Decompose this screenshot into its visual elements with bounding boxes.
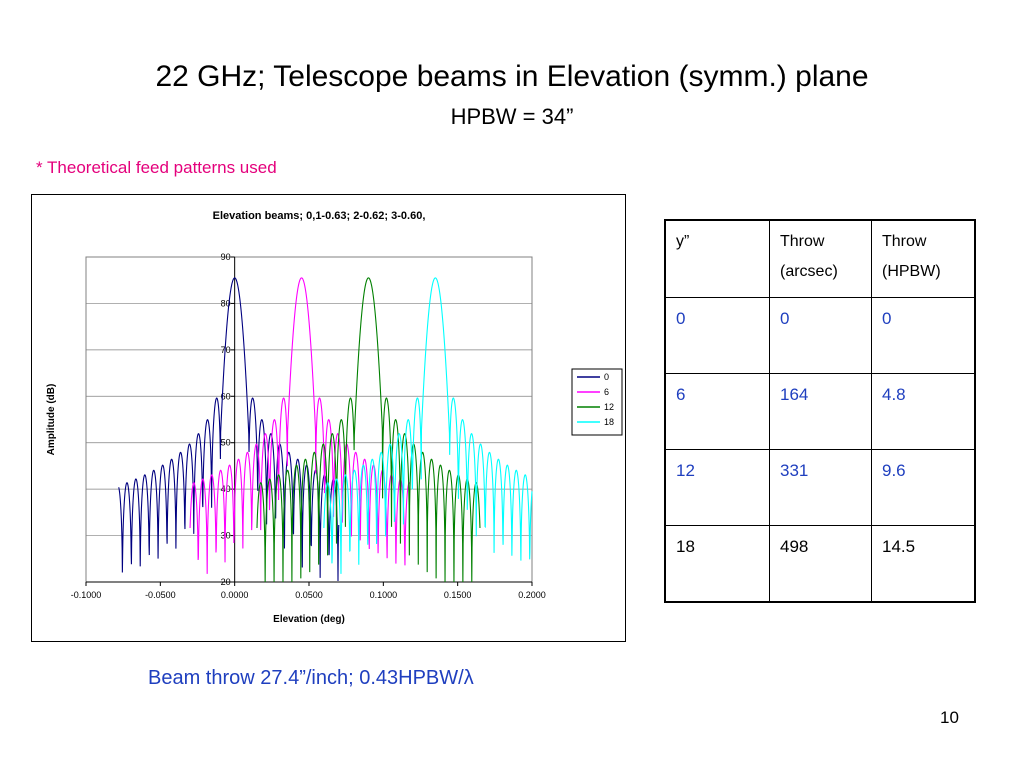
y-tick-label: 70 — [221, 345, 231, 355]
x-axis-label: Elevation (deg) — [273, 614, 345, 625]
y-tick-label: 90 — [221, 252, 231, 262]
x-tick-label: -0.1000 — [71, 590, 102, 600]
legend-label-0: 0 — [604, 372, 609, 382]
table-header-cell: y” — [664, 219, 770, 298]
feed-note: * Theoretical feed patterns used — [36, 158, 277, 177]
y-tick-label: 80 — [221, 298, 231, 308]
table-row: 6 164 4.8 — [664, 373, 976, 450]
header-throw-arcsec-line2: (arcsec) — [780, 263, 838, 280]
series-line-12 — [256, 277, 481, 583]
elevation-beam-chart: Elevation beams; 0,1-0.63; 2-0.62; 3-0.6… — [31, 194, 626, 642]
y-tick-label: 40 — [221, 484, 231, 494]
table-cell: 498 — [769, 525, 872, 603]
slide-subtitle: HPBW = 34” — [450, 104, 574, 129]
x-tick-label: -0.0500 — [145, 590, 176, 600]
y-axis-label: Amplitude (dB) — [46, 384, 57, 456]
x-tick-label: 0.1000 — [370, 590, 398, 600]
table-row: 18 498 14.5 — [664, 525, 976, 603]
table-cell: 0 — [664, 297, 770, 374]
table-cell: 6 — [664, 373, 770, 450]
legend-label-18: 18 — [604, 417, 614, 427]
y-tick-label: 50 — [221, 438, 231, 448]
throw-table: y” Throw (arcsec) Throw (HPBW) 0 0 0 6 1… — [664, 219, 976, 603]
header-throw-hpbw-line2: (HPBW) — [882, 263, 941, 280]
chart-svg: Elevation beams; 0,1-0.63; 2-0.62; 3-0.6… — [46, 210, 623, 625]
x-tick-label: 0.0500 — [295, 590, 323, 600]
series-line-0 — [118, 277, 340, 581]
table-cell: 9.6 — [871, 449, 976, 526]
table-header-cell: Throw (HPBW) — [871, 219, 976, 298]
table-cell: 0 — [769, 297, 872, 374]
x-tick-label: 0.2000 — [518, 590, 546, 600]
table-header-cell: Throw (arcsec) — [769, 219, 872, 298]
table-cell: 12 — [664, 449, 770, 526]
chart-title: Elevation beams; 0,1-0.63; 2-0.62; 3-0.6… — [213, 210, 426, 222]
header-throw-hpbw-line1: Throw — [882, 233, 927, 250]
table-cell: 164 — [769, 373, 872, 450]
plot-area — [85, 256, 533, 583]
x-tick-label: 0.0000 — [221, 590, 249, 600]
legend-box — [571, 368, 623, 436]
y-tick-label: 60 — [221, 391, 231, 401]
table-cell: 4.8 — [871, 373, 976, 450]
table-cell: 331 — [769, 449, 872, 526]
table-row: 0 0 0 — [664, 297, 976, 374]
series-line-18 — [323, 277, 533, 574]
legend-label-12: 12 — [604, 402, 614, 412]
x-tick-label: 0.1500 — [444, 590, 472, 600]
beam-throw-caption: Beam throw 27.4”/inch; 0.43HPBW/λ — [148, 667, 474, 689]
table-header-row: y” Throw (arcsec) Throw (HPBW) — [664, 219, 976, 298]
table-cell: 14.5 — [871, 525, 976, 603]
table-row: 12 331 9.6 — [664, 449, 976, 526]
legend-label-6: 6 — [604, 387, 609, 397]
table-cell: 18 — [664, 525, 770, 603]
header-throw-arcsec-line1: Throw — [780, 233, 825, 250]
header-y: y” — [676, 233, 690, 250]
page-number: 10 — [940, 708, 959, 727]
slide-title: 22 GHz; Telescope beams in Elevation (sy… — [155, 60, 869, 93]
throw-table-wrap: y” Throw (arcsec) Throw (HPBW) 0 0 0 6 1… — [664, 219, 976, 603]
table-cell: 0 — [871, 297, 976, 374]
